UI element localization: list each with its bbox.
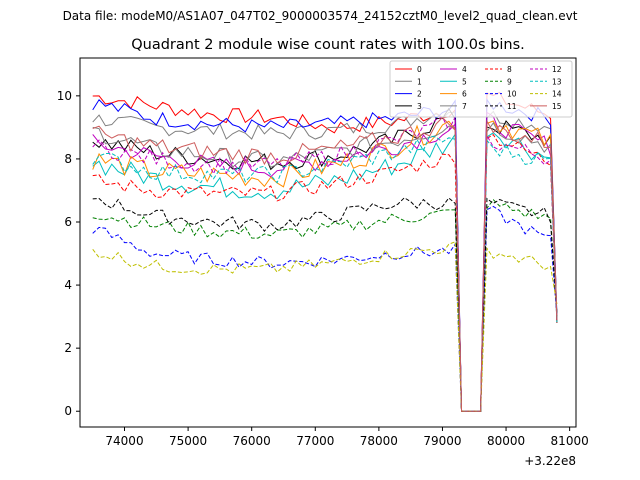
legend-label: 9: [507, 77, 512, 86]
y-tick-label: 6: [64, 215, 72, 229]
chart-title: Quadrant 2 module wise count rates with …: [131, 37, 525, 53]
x-axis-offset-label: +3.22e8: [524, 454, 576, 468]
y-tick-label: 0: [64, 404, 72, 418]
legend-label: 4: [462, 65, 467, 74]
y-tick-label: 10: [57, 89, 72, 103]
series-line-8: [92, 133, 558, 412]
series-line-14: [92, 241, 558, 412]
legend-label: 10: [507, 90, 517, 99]
legend-label: 0: [417, 65, 422, 74]
legend-label: 3: [417, 102, 422, 111]
series-line-9: [92, 198, 558, 412]
series-line-10: [92, 205, 558, 412]
plot-series-group: [92, 91, 558, 412]
legend-label: 7: [462, 102, 467, 111]
x-tick-label: 78000: [360, 434, 398, 448]
series-line-13: [92, 135, 558, 412]
x-tick-label: 74000: [105, 434, 143, 448]
x-axis: 74000 75000 76000 77000 78000 79000 80000 81000: [105, 427, 589, 448]
x-tick-label: 75000: [169, 434, 207, 448]
legend-label: 1: [417, 77, 422, 86]
y-tick-label: 4: [64, 278, 72, 292]
series-line-15: [92, 116, 558, 412]
legend-label: 15: [552, 102, 562, 111]
axes-frame: [79, 57, 577, 428]
legend-frame: [389, 60, 573, 118]
x-tick-label: 79000: [423, 434, 461, 448]
legend-label: 8: [507, 65, 512, 74]
x-tick-label: 76000: [233, 434, 271, 448]
legend-label: 14: [552, 90, 562, 99]
figure-suptitle: Data file: modeM0/AS1A07_047T02_90000035…: [63, 9, 578, 23]
x-tick-label: 81000: [551, 434, 589, 448]
x-tick-label: 77000: [296, 434, 334, 448]
y-axis: 0 2 4 6 8 10: [57, 89, 80, 418]
legend-label: 13: [552, 77, 562, 86]
legend-label: 11: [507, 102, 517, 111]
legend-label: 6: [462, 90, 467, 99]
legend-label: 5: [462, 77, 467, 86]
legend-label: 2: [417, 90, 422, 99]
y-tick-label: 2: [64, 341, 72, 355]
x-tick-label: 80000: [487, 434, 525, 448]
legend-label: 12: [552, 65, 562, 74]
series-line-11: [92, 197, 558, 412]
y-tick-label: 8: [64, 152, 72, 166]
